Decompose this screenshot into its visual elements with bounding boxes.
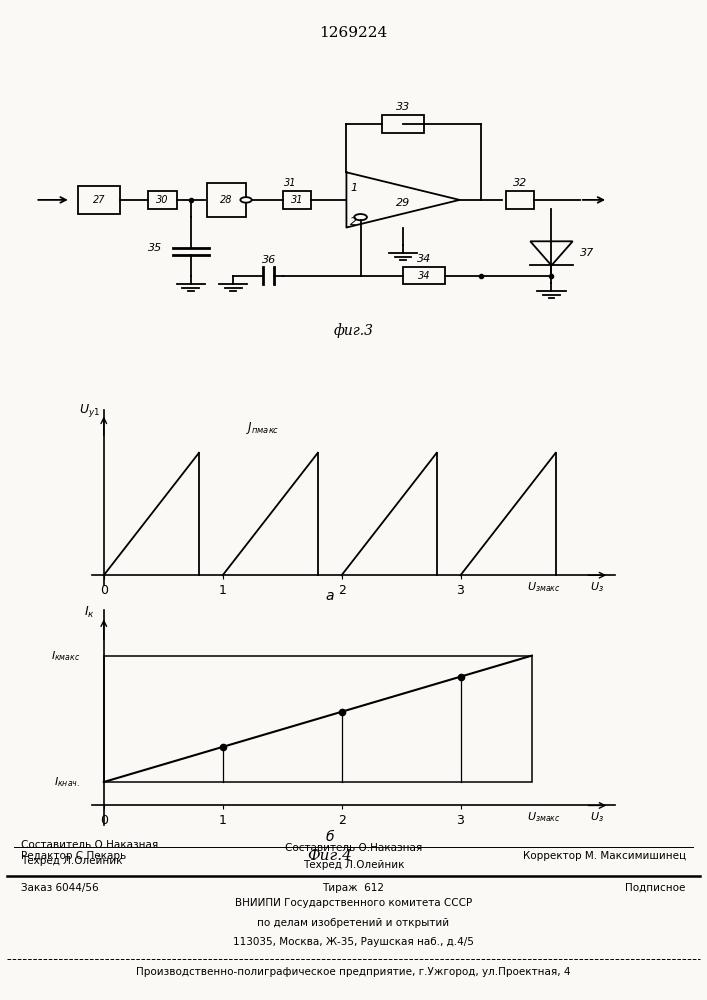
Text: 28: 28: [220, 195, 233, 205]
Text: Редактор С.Пекарь: Редактор С.Пекарь: [21, 851, 127, 861]
Text: Составитель О.Наказная: Составитель О.Наказная: [21, 840, 158, 850]
Text: 2: 2: [350, 217, 357, 227]
Bar: [283, 191, 311, 209]
Text: $J_{п макс}$: $J_{п макс}$: [247, 420, 280, 436]
Text: Техред Л.Олейник: Техред Л.Олейник: [21, 856, 123, 866]
Text: 1269224: 1269224: [320, 26, 387, 40]
Bar: [148, 191, 177, 209]
Text: 30: 30: [156, 195, 169, 205]
Circle shape: [354, 214, 367, 220]
Text: 34: 34: [418, 271, 431, 281]
Text: а: а: [325, 589, 334, 603]
Text: 31: 31: [284, 178, 296, 188]
Text: $I_к$: $I_к$: [84, 605, 95, 620]
Text: $U_з$: $U_з$: [590, 580, 604, 594]
Text: $U_з$: $U_з$: [590, 810, 604, 824]
Bar: [207, 183, 246, 217]
Text: Заказ 6044/56: Заказ 6044/56: [21, 883, 99, 893]
Text: 29: 29: [396, 198, 410, 208]
Text: Фиг.4: Фиг.4: [308, 849, 352, 863]
Text: Техред Л.Олейник: Техред Л.Олейник: [303, 860, 404, 870]
Circle shape: [240, 197, 252, 203]
Text: 36: 36: [262, 255, 276, 265]
Text: $U_{змакс}$: $U_{змакс}$: [527, 810, 561, 824]
Text: 34: 34: [417, 254, 431, 264]
Text: 37: 37: [580, 248, 594, 258]
Text: 113035, Москва, Ж-35, Раушская наб., д.4/5: 113035, Москва, Ж-35, Раушская наб., д.4…: [233, 937, 474, 947]
Text: б: б: [325, 830, 334, 844]
Text: 35: 35: [148, 243, 163, 253]
Text: $U_{y1}$: $U_{y1}$: [79, 402, 100, 419]
Bar: [382, 115, 424, 133]
Text: Составитель О.Наказная: Составитель О.Наказная: [285, 843, 422, 853]
Text: Тираж  612: Тираж 612: [322, 883, 385, 893]
Text: Корректор М. Максимишинец: Корректор М. Максимишинец: [522, 851, 686, 861]
Bar: [104, 656, 532, 782]
Text: $U_{змакс}$: $U_{змакс}$: [527, 580, 561, 594]
Bar: [403, 267, 445, 284]
Text: Производственно-полиграфическое предприятие, г.Ужгород, ул.Проектная, 4: Производственно-полиграфическое предприя…: [136, 967, 571, 977]
Text: Подписное: Подписное: [626, 883, 686, 893]
Text: фиг.3: фиг.3: [334, 324, 373, 338]
Text: по делам изобретений и открытий: по делам изобретений и открытий: [257, 918, 450, 928]
Text: $I_{к макс}$: $I_{к макс}$: [50, 649, 80, 663]
Bar: [78, 186, 120, 214]
Bar: [506, 191, 534, 209]
Text: 27: 27: [93, 195, 105, 205]
Text: ВНИИПИ Государственного комитета СССР: ВНИИПИ Государственного комитета СССР: [235, 898, 472, 908]
Text: 33: 33: [396, 102, 410, 112]
Text: 31: 31: [291, 195, 303, 205]
Text: 1: 1: [350, 183, 357, 193]
Text: $I_{к нач.}$: $I_{к нач.}$: [54, 775, 80, 789]
Text: 32: 32: [513, 178, 527, 188]
